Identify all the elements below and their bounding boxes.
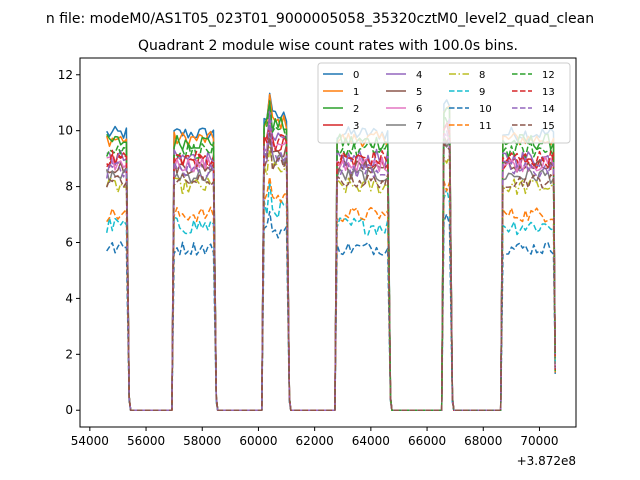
- y-tick-label: 4: [65, 291, 73, 305]
- legend-label-8: 8: [479, 70, 485, 81]
- series-group: [105, 92, 556, 411]
- series-line-5: [106, 126, 556, 411]
- x-tick-label: 70000: [520, 434, 558, 448]
- figure-suptitle: n file: modeM0/AS1T05_023T01_9000005058_…: [46, 11, 594, 27]
- chart-title: Quadrant 2 module wise count rates with …: [138, 38, 518, 54]
- legend-label-5: 5: [416, 87, 422, 98]
- x-tick-label: 64000: [352, 434, 390, 448]
- legend-label-13: 13: [542, 87, 555, 98]
- legend-label-10: 10: [479, 104, 492, 115]
- series-line-13: [106, 122, 556, 411]
- x-tick-label: 58000: [183, 434, 221, 448]
- y-tick-label: 12: [58, 68, 73, 82]
- y-axis: 0 2 4 6 8 10 12: [58, 68, 80, 417]
- legend-label-0: 0: [353, 70, 359, 81]
- legend-label-6: 6: [416, 104, 422, 115]
- series-line-11: [106, 176, 556, 411]
- series-line-8: [105, 146, 556, 411]
- legend-label-7: 7: [416, 121, 422, 132]
- legend-label-11: 11: [479, 121, 492, 132]
- legend-label-15: 15: [542, 121, 555, 132]
- legend-label-14: 14: [542, 104, 555, 115]
- x-tick-label: 68000: [464, 434, 502, 448]
- series-line-12: [106, 100, 556, 411]
- x-tick-label: 56000: [127, 434, 165, 448]
- y-tick-label: 8: [65, 180, 73, 194]
- series-line-15: [105, 132, 556, 411]
- series-line-4: [106, 107, 556, 411]
- legend-label-1: 1: [353, 87, 359, 98]
- x-offset-label: +3.872e8: [517, 454, 576, 468]
- legend-box: [317, 62, 571, 144]
- x-tick-label: 62000: [296, 434, 334, 448]
- series-line-10: [106, 210, 556, 411]
- legend-label-4: 4: [416, 70, 422, 81]
- series-line-14: [105, 119, 556, 411]
- legend-label-9: 9: [479, 87, 485, 98]
- x-tick-label: 66000: [408, 434, 446, 448]
- x-axis: 54000 56000 58000 60000 62000 64000 66000 68000…: [71, 427, 559, 448]
- y-tick-label: 10: [58, 124, 73, 138]
- y-tick-label: 0: [65, 403, 73, 417]
- y-tick-label: 6: [65, 236, 73, 250]
- legend-label-12: 12: [542, 70, 555, 81]
- x-tick-label: 54000: [71, 434, 109, 448]
- legend-label-3: 3: [353, 121, 359, 132]
- legend-label-2: 2: [353, 104, 359, 115]
- x-tick-label: 60000: [239, 434, 277, 448]
- y-tick-label: 2: [65, 347, 73, 361]
